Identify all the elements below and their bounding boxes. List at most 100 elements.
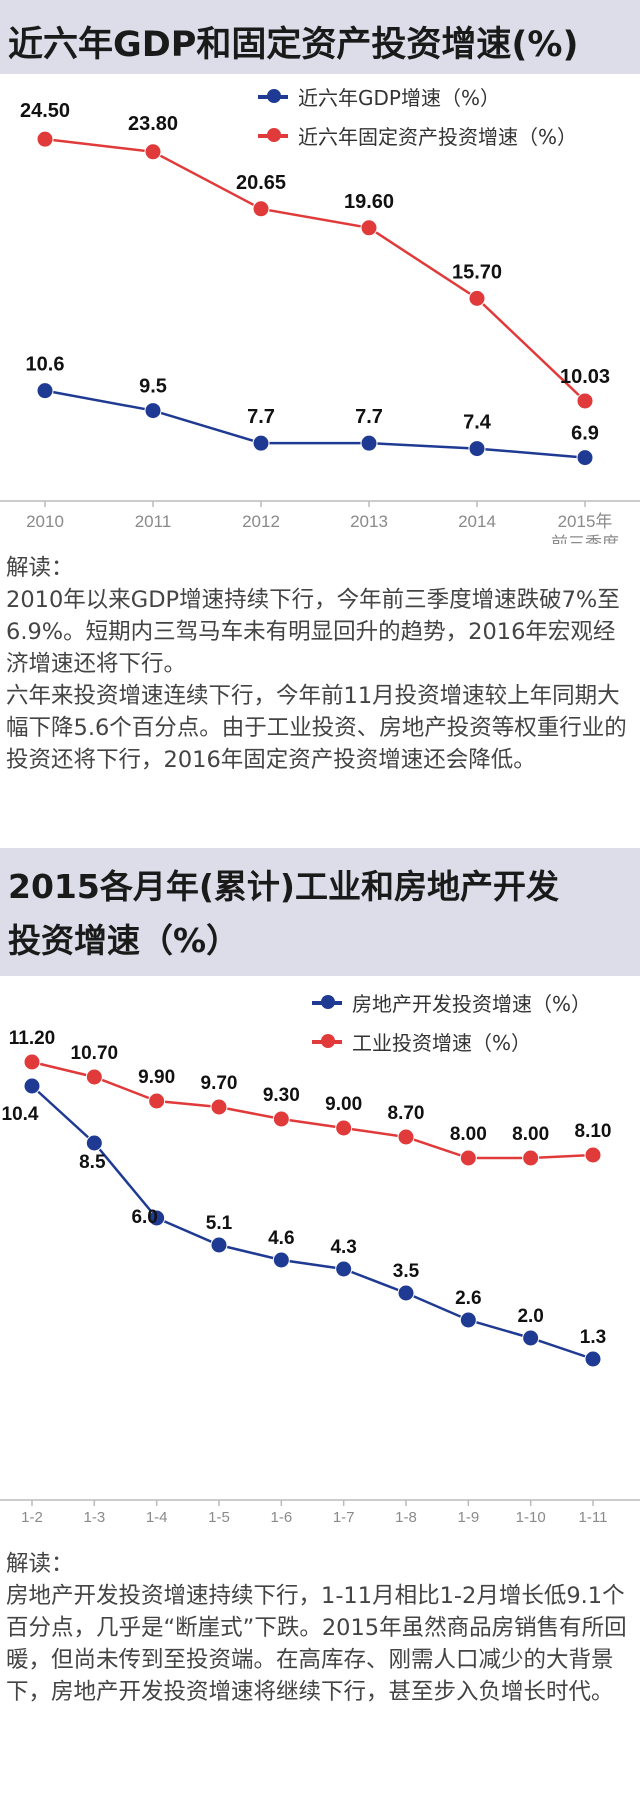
chart2-series-0-data-label: 10.4	[2, 1104, 39, 1125]
chart1-interp-p1: 2010年以来GDP增速持续下行，今年前三季度增速跌破7%至6.9%。短期内三驾…	[6, 587, 620, 677]
chart1-series-1-line	[44, 137, 586, 402]
chart1-series-0-line	[44, 389, 586, 459]
chart2-series-1-point	[397, 1128, 415, 1146]
chart1-series-0-point	[36, 382, 54, 400]
chart1-series-0-point	[576, 449, 594, 467]
chart2-series-1-point	[335, 1119, 353, 1137]
chart2-series-0-data-label: 8.5	[79, 1152, 106, 1173]
chart1-series-0-data-label: 7.7	[247, 406, 275, 428]
chart2-legend-industry-label: 工业投资增速（%）	[352, 1031, 532, 1055]
chart1-title-bar: 近六年GDP和固定资产投资增速(%)	[0, 0, 640, 74]
chart2-series-0-data-label: 6.0	[131, 1207, 157, 1228]
chart2-series-1-point	[584, 1146, 602, 1164]
chart1-series-1-point	[576, 392, 594, 410]
chart1-series-1-data-label: 20.65	[236, 172, 286, 194]
chart1-series-0-point	[468, 440, 486, 458]
chart2-series-0-point	[397, 1284, 415, 1302]
chart1-series-0-point	[252, 434, 270, 452]
chart2-series-0-data-label: 4.3	[330, 1237, 356, 1258]
chart2-series-1-point	[522, 1149, 540, 1167]
chart2-x-tick-label: 1-9	[457, 1509, 479, 1526]
chart2-series-0-data-label: 5.1	[206, 1213, 233, 1234]
chart1-legend-investment-label: 近六年固定资产投资增速（%）	[298, 125, 578, 149]
chart2-series-1-data-label: 8.70	[388, 1103, 425, 1124]
chart2-series-1-data-label: 9.00	[325, 1094, 362, 1115]
chart1-x-tick-label: 2011	[135, 512, 172, 531]
chart2-plot: 1-2 1-3 1-4 1-5 1-6 1-7 1-8 1-9 1-10 1-11 10.4 8.5 6…	[0, 1028, 640, 1526]
chart1-series-1-point	[468, 289, 486, 307]
chart1-x-tick-label: 2013	[350, 512, 388, 531]
chart2-series-0-point	[210, 1236, 228, 1254]
chart1-series-1-data-label: 24.50	[20, 100, 70, 122]
chart2-series-1-point	[272, 1110, 290, 1128]
chart1-series-0-data-label: 7.4	[463, 412, 492, 434]
chart2-series-0-point	[85, 1134, 103, 1152]
chart2-series-0-data-label: 3.5	[393, 1261, 420, 1282]
chart1-legend: 近六年GDP增速（%） 近六年固定资产投资增速（%）	[258, 82, 577, 150]
chart2-series-1-data-label: 9.30	[263, 1085, 300, 1106]
chart2-series-1-data-label: 9.70	[201, 1073, 238, 1094]
chart1-legend-gdp: 近六年GDP增速（%）	[258, 82, 577, 111]
chart1-title: 近六年GDP和固定资产投资增速(%)	[8, 25, 579, 65]
chart2-series-0-point	[584, 1350, 602, 1368]
chart2-interpretation: 解读： 房地产开发投资增速持续下行，1-11月相比1-2月增长低9.1个百分点，…	[6, 1548, 636, 1708]
chart1-legend-investment: 近六年固定资产投资增速（%）	[258, 121, 577, 150]
chart1-series-0-data-label: 9.5	[139, 376, 167, 398]
chart1-series-1-point	[144, 143, 162, 161]
legend-line-blue-icon	[258, 88, 288, 103]
chart2-series-0-data-label: 2.0	[517, 1306, 543, 1327]
chart2-series-0-point	[522, 1329, 540, 1347]
chart2-series-1-data-label: 11.20	[9, 1028, 56, 1049]
chart2-series-1-data-label: 8.00	[512, 1124, 549, 1145]
legend-line-red-icon	[258, 127, 288, 142]
chart2-x-tick-label: 1-10	[516, 1509, 546, 1526]
chart1-series-0-data-label: 7.7	[355, 406, 383, 428]
chart2-series-1-data-label: 8.10	[575, 1121, 612, 1142]
chart2-series-1-data-label: 9.90	[138, 1067, 175, 1088]
chart1-series-1-point	[360, 219, 378, 237]
chart2-x-tick-label: 1-3	[83, 1509, 105, 1526]
chart2-title-bar: 2015各月年(累计)工业和房地产开发 投资增速（%）	[0, 848, 640, 976]
chart2-series-0-point	[459, 1311, 477, 1329]
chart1-interp-p2: 六年来投资增速连续下行，今年前11月投资增速较上年同期大幅下降5.6个百分点。由…	[6, 683, 627, 773]
chart1-series-0-data-label: 6.9	[571, 423, 599, 445]
chart1-legend-gdp-label: 近六年GDP增速（%）	[298, 86, 500, 110]
chart2-legend-realestate: 房地产开发投资增速（%）	[312, 988, 591, 1017]
chart2-series-1-point	[459, 1149, 477, 1167]
chart2-x-tick-label: 1-4	[146, 1509, 168, 1526]
chart1-series-0-data-label: 10.6	[26, 354, 65, 376]
legend-line-red-icon	[312, 1033, 342, 1048]
chart2-legend: 房地产开发投资增速（%） 工业投资增速（%）	[312, 988, 591, 1056]
chart2-series-0-point	[148, 1209, 166, 1227]
chart2-series-0-point	[335, 1260, 353, 1278]
chart2-interp-p1: 房地产开发投资增速持续下行，1-11月相比1-2月增长低9.1个百分点，几乎是“…	[6, 1583, 627, 1705]
chart2-interp-heading: 解读：	[6, 1551, 74, 1577]
chart2-series-1-data-label: 10.70	[71, 1043, 119, 1064]
chart2-series-1-point	[148, 1092, 166, 1110]
chart1-x-tick-label: 前三季度	[551, 534, 619, 544]
chart2-series-0-data-label: 2.6	[455, 1288, 481, 1309]
chart2-series-0-point	[23, 1077, 41, 1095]
chart1-x-tick-label: 2010	[26, 512, 64, 531]
chart1-series-0-point	[360, 434, 378, 452]
chart2-x-tick-label: 1-6	[270, 1509, 292, 1526]
chart2-x-tick-label: 1-7	[333, 1509, 355, 1526]
chart2-series-0-data-label: 4.6	[268, 1228, 294, 1249]
chart2-x-tick-label: 1-5	[208, 1509, 230, 1526]
chart2-series-0-line	[31, 1085, 594, 1361]
chart1-x-tick-label: 2012	[242, 512, 280, 531]
chart2-legend-realestate-label: 房地产开发投资增速（%）	[352, 992, 592, 1016]
chart1-series-1-point	[252, 200, 270, 218]
legend-line-blue-icon	[312, 994, 342, 1009]
chart2-x-tick-label: 1-8	[395, 1509, 417, 1526]
chart2-series-1-point	[23, 1053, 41, 1071]
chart2-x-tick-label: 1-11	[579, 1509, 608, 1526]
chart1-series-1-data-label: 23.80	[128, 113, 178, 135]
chart2-series-0-data-label: 1.3	[580, 1327, 606, 1348]
chart2-legend-industry: 工业投资增速（%）	[312, 1027, 591, 1056]
chart1-interpretation: 解读： 2010年以来GDP增速持续下行，今年前三季度增速跌破7%至6.9%。短…	[6, 552, 636, 776]
chart1-x-tick-label: 2014	[458, 512, 496, 531]
chart1-series-1-data-label: 15.70	[452, 261, 502, 283]
chart2-title-line2: 投资增速（%）	[8, 921, 240, 960]
